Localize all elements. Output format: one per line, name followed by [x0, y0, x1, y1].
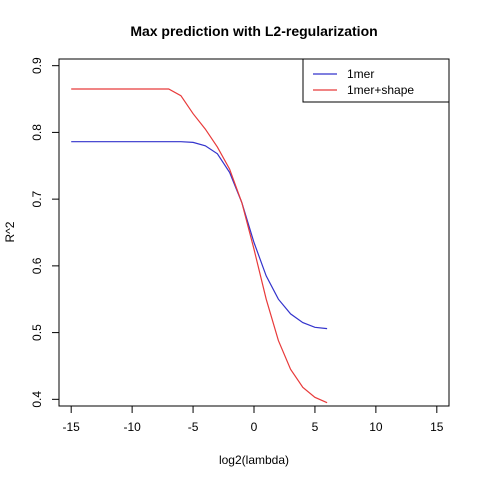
- x-tick-label: -15: [63, 420, 81, 434]
- x-tick-label: 5: [312, 420, 319, 434]
- legend-box: [302, 58, 450, 103]
- legend: 1mer 1mer+shape: [302, 58, 450, 103]
- x-axis-label: log2(lambda): [219, 453, 289, 467]
- series-line-1: [71, 141, 328, 330]
- y-tick-label: 0.7: [30, 190, 44, 207]
- x-tick-label: 15: [430, 420, 444, 434]
- series-lines: [71, 88, 328, 404]
- legend-label-2: 1mer+shape: [347, 83, 414, 97]
- y-tick-label: 0.8: [30, 124, 44, 141]
- x-axis: -15 -10 -5 0 5 10 15: [63, 406, 444, 434]
- y-tick-label: 0.6: [30, 257, 44, 274]
- y-tick-label: 0.9: [30, 57, 44, 74]
- chart-title: Max prediction with L2-regularization: [130, 23, 377, 39]
- y-axis: 0.4 0.5 0.6 0.7 0.8 0.9: [30, 57, 59, 408]
- x-tick-label: -5: [188, 420, 199, 434]
- series-line-2: [71, 88, 328, 404]
- y-axis-label: R^2: [3, 221, 17, 242]
- legend-label-1: 1mer: [347, 67, 374, 81]
- y-tick-label: 0.4: [30, 391, 44, 408]
- x-tick-label: 10: [369, 420, 383, 434]
- x-tick-label: -10: [123, 420, 141, 434]
- y-tick-label: 0.5: [30, 324, 44, 341]
- x-tick-label: 0: [251, 420, 258, 434]
